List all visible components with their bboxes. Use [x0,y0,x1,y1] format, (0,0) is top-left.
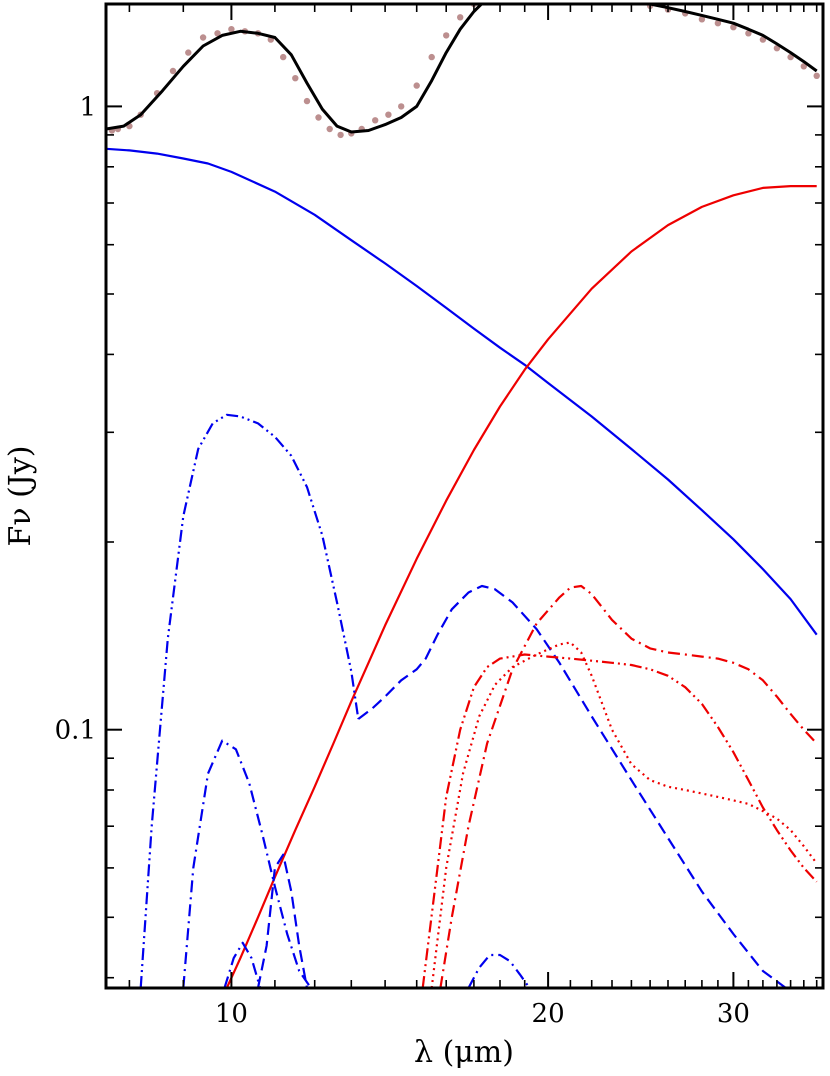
data-point-0-5 [169,67,177,75]
series-layer [106,4,820,988]
data-point-0-43 [714,20,722,27]
data-point-0-27 [457,14,464,21]
data-point-0-45 [745,30,752,37]
data-point-0-6 [185,49,192,56]
tick-labels: 10 20 30 0.1 1 [55,92,750,1029]
series-line-red-dash-dot [439,584,818,988]
series-line-red-dotted [430,641,818,988]
data-point-0-49 [800,63,807,70]
data-point-0-9 [228,26,235,33]
series-line-blue-solid [106,147,818,636]
data-point-0-23 [398,103,405,110]
data-point-0-42 [698,16,706,23]
data-point-0-24 [413,82,420,89]
data-point-0-18 [337,131,344,139]
data-point-0-50 [813,72,820,80]
y-tick-label: 1 [79,92,96,122]
data-point-0-17 [326,125,333,133]
x-tick-label: 30 [717,999,750,1029]
data-point-0-44 [730,24,737,31]
series-line-red-dash-dot-dot [421,653,818,988]
data-point-0-21 [372,117,379,124]
x-tick-label: 20 [532,999,565,1029]
x-tick-label: 10 [215,999,248,1029]
x-axis-label: λ (μm) [414,1035,514,1070]
series-line-red-solid [225,185,817,988]
data-point-0-13 [280,53,287,61]
data-point-0-25 [428,53,435,61]
y-axis-label: Fν (Jy) [3,446,38,547]
data-point-0-14 [292,75,299,82]
data-point-0-8 [214,30,221,37]
y-tick-label: 0.1 [55,716,96,746]
ticks-layer [106,4,823,988]
plot-frame [104,2,825,990]
series-line-blue-dashed-narrow [256,853,309,988]
data-point-0-15 [303,97,311,105]
series-line-blue-dash-dot-bump [223,941,262,988]
data-point-0-22 [385,111,392,118]
series-line-blue-dash-dot-far [467,953,531,988]
data-point-0-26 [443,32,450,39]
data-point-0-7 [199,34,207,41]
series-line-blue-dashed [357,584,798,988]
data-point-0-16 [315,114,322,121]
series-line-blue-dash-dot-dot-large [139,413,360,988]
